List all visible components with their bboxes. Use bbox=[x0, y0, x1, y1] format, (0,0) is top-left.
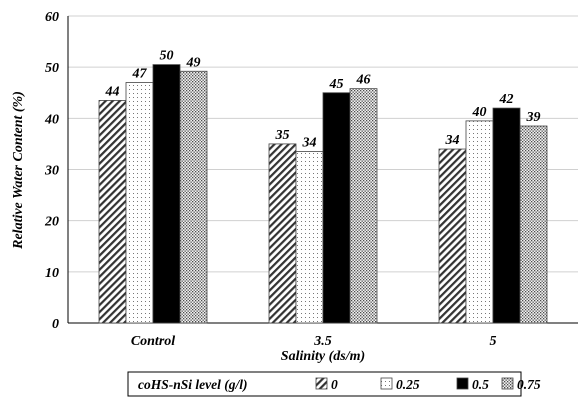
bar-value-label: 45 bbox=[329, 77, 344, 92]
y-tick-labels: 0 10 20 30 40 50 60 bbox=[44, 10, 59, 332]
y-tick-label: 10 bbox=[45, 266, 59, 281]
legend-swatch-0.5 bbox=[456, 377, 469, 390]
legend-title: coHS-nSi level (g/l) bbox=[138, 377, 247, 392]
bar-5-0.75 bbox=[519, 125, 548, 324]
category-label: 5 bbox=[490, 334, 497, 349]
y-axis-title: Relative Water Content (%) bbox=[11, 91, 26, 250]
bar-value-label: 40 bbox=[472, 105, 487, 120]
bar-3.5-0 bbox=[268, 143, 297, 324]
bar-value-label: 34 bbox=[445, 133, 460, 148]
bar-Control-0 bbox=[98, 100, 127, 324]
bar-5-0.5 bbox=[492, 107, 521, 324]
bar-value-label: 35 bbox=[275, 128, 290, 143]
bar-value-label: 42 bbox=[499, 92, 514, 107]
bar-value-label: 50 bbox=[160, 49, 174, 64]
bar-value-label: 49 bbox=[186, 55, 201, 70]
legend-swatch-0.25 bbox=[380, 377, 393, 390]
y-tick-label: 30 bbox=[44, 164, 59, 179]
legend-label: 0.75 bbox=[517, 377, 541, 392]
bar-3.5-0.5 bbox=[322, 92, 351, 324]
bar-value-label: 34 bbox=[302, 136, 317, 151]
y-tick-label: 0 bbox=[52, 317, 59, 332]
legend-swatch-0.75 bbox=[501, 377, 514, 390]
y-tick-label: 40 bbox=[44, 112, 59, 127]
y-tick-label: 20 bbox=[44, 215, 59, 230]
bar-Control-0.5 bbox=[152, 64, 181, 324]
bar-3.5-0.25 bbox=[295, 151, 324, 324]
category-label: Control bbox=[131, 334, 175, 349]
legend-swatch-0 bbox=[315, 377, 328, 390]
bars bbox=[98, 64, 548, 324]
bar-value-label: 46 bbox=[356, 73, 371, 88]
bar-Control-0.75 bbox=[179, 70, 208, 324]
bar-5-0 bbox=[438, 148, 467, 324]
value-labels: 44 47 50 49 35 34 45 46 34 40 42 39 bbox=[105, 49, 541, 151]
category-labels: Control 3.5 5 bbox=[131, 334, 497, 349]
bar-value-label: 47 bbox=[132, 67, 148, 82]
y-tick-label: 60 bbox=[45, 10, 59, 25]
bar-value-label: 39 bbox=[526, 110, 541, 125]
legend: coHS-nSi level (g/l) 0 0.25 0.5 0.75 bbox=[127, 371, 541, 397]
bar-value-label: 44 bbox=[105, 84, 120, 99]
legend-label: 0.5 bbox=[472, 377, 489, 392]
legend-label: 0.25 bbox=[396, 377, 420, 392]
category-label: 3.5 bbox=[313, 334, 332, 349]
bar-Control-0.25 bbox=[125, 82, 154, 324]
x-axis-title: Salinity (ds/m) bbox=[281, 349, 365, 364]
legend-label: 0 bbox=[331, 377, 338, 392]
bar-3.5-0.75 bbox=[349, 88, 378, 324]
y-tick-label: 50 bbox=[45, 61, 59, 76]
bar-5-0.25 bbox=[465, 120, 494, 324]
